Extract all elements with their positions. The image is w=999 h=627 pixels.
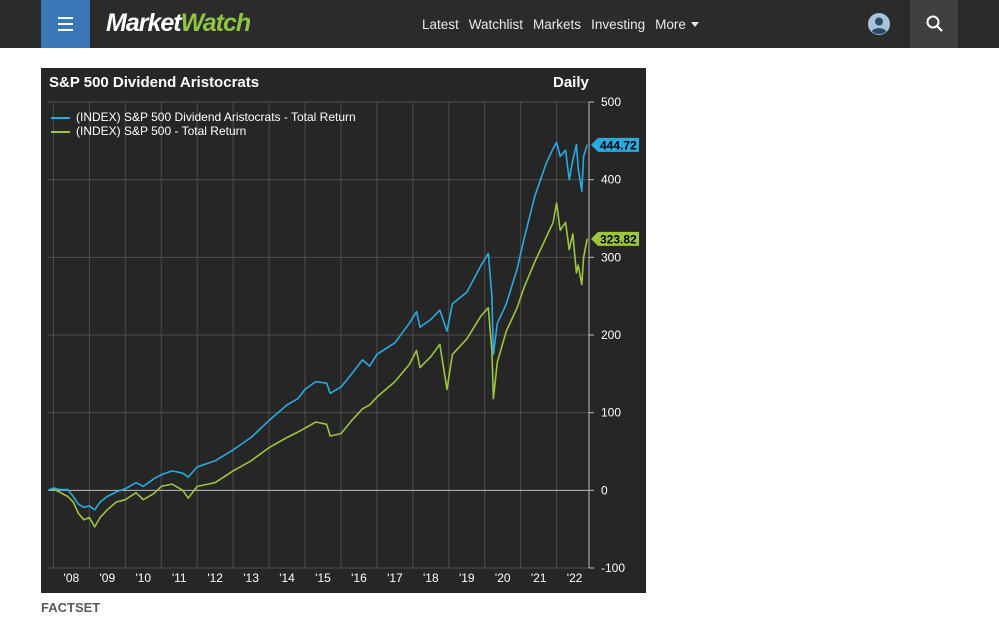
x-tick-label: '13 [243, 571, 259, 585]
user-account-button[interactable] [868, 13, 890, 35]
x-tick-label: '08 [64, 571, 80, 585]
nav-markets[interactable]: Markets [533, 16, 582, 32]
legend-swatch-sp500 [51, 131, 70, 133]
top-navigation-bar: MarketWatch Latest Watchlist Markets Inv… [0, 0, 999, 48]
series-line-aristocrats [47, 141, 588, 511]
last-value-label-aristocrats: 444.72 [600, 138, 637, 152]
main-nav: Latest Watchlist Markets Investing More [422, 0, 709, 48]
chart-source: FACTSET [41, 600, 101, 615]
y-tick-label: 100 [601, 406, 621, 420]
series-line-sp500 [47, 202, 588, 528]
logo-text-accent: Watch [180, 9, 252, 37]
nav-investing[interactable]: Investing [591, 16, 646, 32]
nav-latest[interactable]: Latest [422, 16, 459, 32]
last-value-flag-aristocrats [591, 137, 639, 152]
y-tick-label: 200 [601, 328, 621, 342]
x-tick-label: '19 [459, 571, 475, 585]
x-tick-label: '21 [531, 571, 547, 585]
x-tick-label: '11 [172, 571, 187, 585]
menu-button[interactable] [41, 0, 90, 48]
last-value-flag-sp500 [591, 231, 639, 246]
chart-period-label: Daily [553, 74, 589, 91]
x-tick-label: '12 [207, 571, 223, 585]
search-icon [926, 15, 943, 32]
dividend-aristocrats-chart: '08 '09 '10 '11 '12 '13 '14 '15 '16 '17 '18 '19 '20 '… [41, 68, 646, 593]
x-tick-label: '22 [567, 571, 583, 585]
caret-down-icon [690, 22, 699, 28]
x-tick-label: '15 [315, 571, 331, 585]
y-tick-label: 400 [601, 173, 621, 187]
chart-plot: '08 '09 '10 '11 '12 '13 '14 '15 '16 '17 '18 '19 '20 '… [47, 95, 639, 585]
x-tick-label: '20 [495, 571, 511, 585]
legend-swatch-aristocrats [51, 117, 70, 119]
x-tick-label: '16 [351, 571, 367, 585]
search-button[interactable] [910, 0, 958, 48]
y-tick-label: -100 [601, 561, 625, 575]
user-icon [868, 13, 890, 35]
y-tick-label: 300 [601, 250, 621, 264]
last-value-label-sp500: 323.82 [600, 232, 637, 246]
y-tick-label: 0 [601, 483, 608, 497]
x-tick-label: '14 [279, 571, 295, 585]
nav-watchlist[interactable]: Watchlist [468, 16, 524, 32]
x-tick-label: '09 [99, 571, 115, 585]
x-tick-label: '10 [135, 571, 151, 585]
marketwatch-logo[interactable]: MarketWatch [106, 7, 252, 39]
legend-label-aristocrats: (INDEX) S&P 500 Dividend Aristocrats - T… [76, 110, 356, 124]
nav-more-label: More [655, 16, 686, 32]
chart-title: S&P 500 Dividend Aristocrats [49, 74, 260, 91]
y-tick-label: 500 [601, 95, 621, 109]
x-tick-label: '17 [387, 571, 403, 585]
legend-label-sp500: (INDEX) S&P 500 - Total Return [76, 124, 247, 138]
x-tick-label: '18 [423, 571, 439, 585]
nav-more[interactable]: More [655, 17, 699, 32]
logo-text-main: Market [106, 9, 182, 37]
